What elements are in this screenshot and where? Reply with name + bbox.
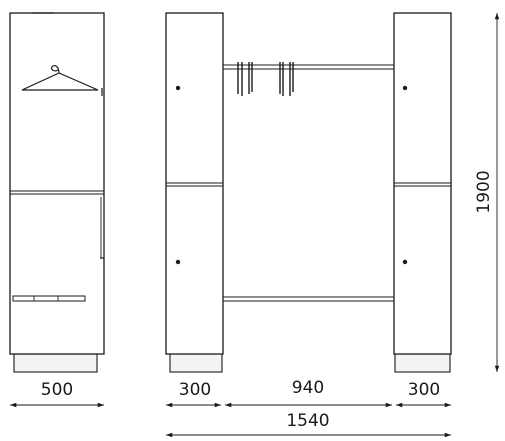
middle-width-label: 940 — [292, 378, 324, 398]
side-depth-label: 500 — [41, 380, 73, 400]
right-width-label: 300 — [408, 380, 440, 400]
right-cabinet — [393, 12, 452, 355]
right-plinth — [394, 351, 451, 373]
lower-rail — [223, 296, 394, 302]
height-label: 1900 — [474, 170, 494, 213]
right-upper-knob — [402, 85, 408, 91]
left-width-label: 300 — [179, 380, 211, 400]
dimension-lines — [10, 13, 500, 438]
side-view — [9, 12, 105, 373]
dimension-labels: 500 300 940 300 1540 1900 — [41, 170, 494, 431]
shoe-shelf — [12, 295, 86, 302]
left-plinth — [169, 351, 223, 373]
hanger-icon — [21, 65, 99, 91]
left-cabinet — [165, 12, 224, 355]
total-width-label: 1540 — [286, 411, 329, 431]
side-body — [9, 12, 105, 355]
side-plinth — [13, 352, 98, 373]
left-upper-knob — [175, 85, 181, 91]
left-lower-knob — [175, 259, 181, 265]
front-view — [165, 12, 452, 373]
right-lower-knob — [402, 259, 408, 265]
hangers-edge-view — [237, 62, 294, 96]
